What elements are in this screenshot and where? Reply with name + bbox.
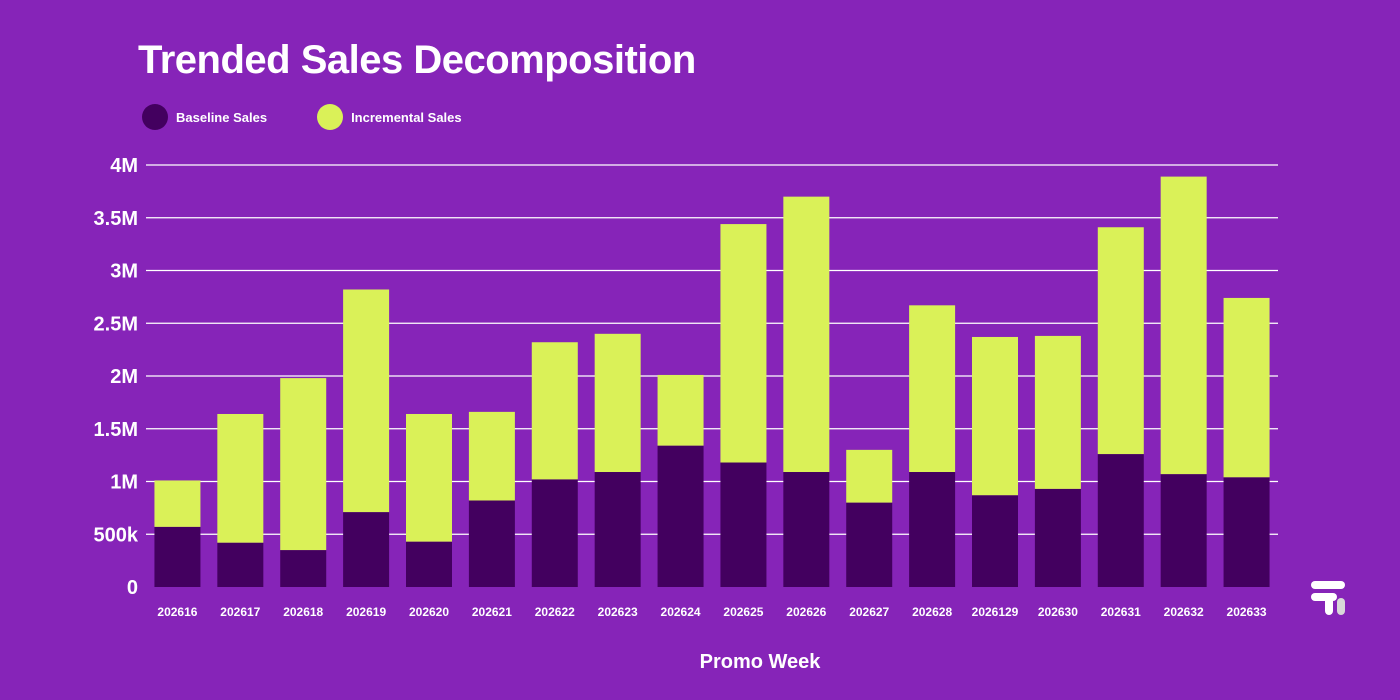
bar-baseline <box>594 472 641 587</box>
x-tick-label: 202632 <box>1164 605 1204 619</box>
y-tick-label: 500k <box>94 524 139 546</box>
bar-baseline <box>846 502 893 587</box>
brand-logo-icon <box>1311 581 1345 615</box>
y-tick-label: 1M <box>110 472 138 494</box>
bar-baseline <box>720 462 767 587</box>
bar-incremental <box>280 378 327 551</box>
bar-baseline <box>972 495 1018 587</box>
bar-baseline <box>1223 477 1270 587</box>
bar-incremental <box>909 305 956 473</box>
x-tick-label: 202624 <box>661 605 701 619</box>
bars <box>154 176 1270 587</box>
x-tick-label: 202630 <box>1038 605 1078 619</box>
y-tick-label: 4M <box>110 155 138 177</box>
y-axis-ticks: 0 500k 1M 1.5M 2M 2.5M 3M 3.5M 4M <box>94 155 139 599</box>
bar-incremental <box>972 336 1018 496</box>
bar-incremental <box>343 289 390 513</box>
bar-incremental <box>468 411 515 501</box>
bar-incremental <box>1223 297 1270 478</box>
x-tick-label: 202621 <box>472 605 512 619</box>
bar-incremental <box>720 224 767 463</box>
x-tick-label: 2026129 <box>972 605 1019 619</box>
bar-incremental <box>154 480 201 527</box>
x-tick-label: 202633 <box>1227 605 1267 619</box>
grid-lines <box>146 164 1278 535</box>
bar-incremental <box>1160 176 1207 475</box>
chart-legend: Baseline Sales Incremental Sales <box>142 104 512 130</box>
x-tick-label: 202616 <box>157 605 197 619</box>
x-tick-label: 202627 <box>849 605 889 619</box>
x-tick-label: 202628 <box>912 605 952 619</box>
bar-baseline <box>783 472 830 587</box>
chart-title: Trended Sales Decomposition <box>138 38 696 82</box>
bar-baseline <box>1034 488 1081 587</box>
y-tick-label: 2M <box>110 366 138 388</box>
x-tick-label: 202625 <box>723 605 763 619</box>
x-tick-label: 202618 <box>283 605 323 619</box>
x-axis-label: Promo Week <box>700 651 822 673</box>
x-tick-label: 202631 <box>1101 605 1141 619</box>
legend-swatch-baseline <box>142 104 168 130</box>
bar-baseline <box>657 445 704 587</box>
bar-incremental <box>657 374 704 446</box>
bar-baseline <box>154 526 201 587</box>
bar-incremental <box>1034 335 1081 489</box>
bar-baseline <box>531 479 578 587</box>
bar-baseline <box>217 542 264 587</box>
x-tick-label: 202623 <box>598 605 638 619</box>
x-tick-label: 202626 <box>786 605 826 619</box>
bar-baseline <box>406 541 452 587</box>
x-tick-label: 202620 <box>409 605 449 619</box>
y-tick-label: 1.5M <box>94 419 138 441</box>
bar-incremental <box>531 342 578 480</box>
x-tick-label: 202619 <box>346 605 386 619</box>
y-tick-label: 3.5M <box>94 208 138 230</box>
y-tick-label: 3M <box>110 261 138 283</box>
y-tick-label: 0 <box>127 577 138 599</box>
legend-label-baseline: Baseline Sales <box>176 109 268 125</box>
bar-incremental <box>846 449 893 503</box>
x-tick-label: 202622 <box>535 605 575 619</box>
bar-incremental <box>594 333 641 473</box>
legend-item-incremental: Incremental Sales <box>317 104 462 130</box>
bar-incremental <box>1097 227 1144 455</box>
bar-baseline <box>468 500 515 587</box>
y-tick-label: 2.5M <box>94 313 138 335</box>
bar-baseline <box>343 512 390 587</box>
bar-incremental <box>783 196 830 473</box>
bar-incremental <box>406 413 452 542</box>
x-axis-ticks: 202616 202617 202618 202619 202620 202621 2026… <box>157 605 1266 619</box>
legend-swatch-incremental <box>317 104 344 130</box>
legend-label-incremental: Incremental Sales <box>351 109 462 125</box>
bar-baseline <box>909 472 956 587</box>
bar-incremental <box>217 413 264 543</box>
bar-baseline <box>1160 474 1207 587</box>
bar-baseline <box>280 550 327 587</box>
legend-item-baseline: Baseline Sales <box>142 104 267 130</box>
bar-baseline <box>1097 454 1144 587</box>
x-tick-label: 202617 <box>220 605 260 619</box>
